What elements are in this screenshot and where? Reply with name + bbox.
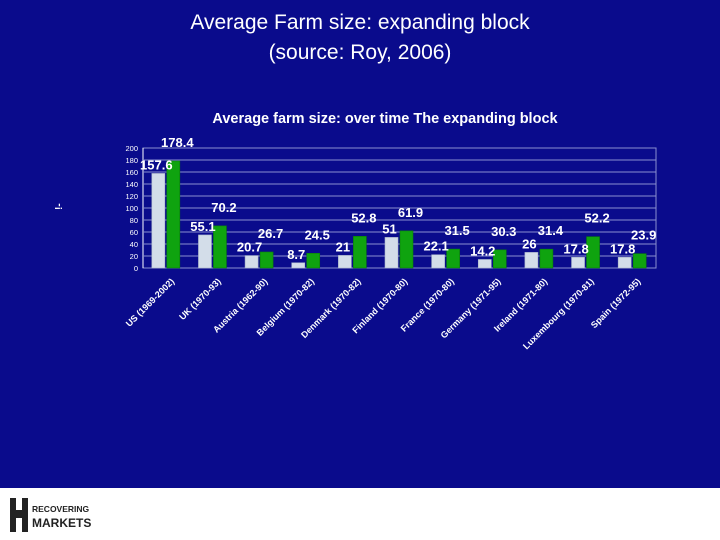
x-tick-label: US (1969-2002) — [124, 276, 176, 328]
bar-series-1 — [151, 173, 166, 269]
y-tick-label: 0 — [134, 264, 138, 273]
data-label: 70.2 — [211, 200, 236, 215]
bar-series-1 — [431, 254, 445, 269]
slide-title-line1: Average Farm size: expanding block — [190, 11, 530, 34]
data-label: 21 — [336, 239, 350, 254]
data-label: 14.2 — [470, 243, 495, 258]
data-label: 20.7 — [237, 240, 262, 255]
data-label: 51 — [382, 221, 396, 236]
y-tick-label: 40 — [130, 240, 138, 249]
y-tick-label: 100 — [125, 204, 138, 213]
bar-series-1 — [571, 257, 585, 269]
bar-series-2 — [166, 160, 181, 269]
data-label: 55.1 — [190, 219, 215, 234]
y-tick-label: 120 — [125, 192, 138, 201]
bar-chart: Average farm size: over time The expandi… — [54, 111, 657, 351]
data-label: 157.6 — [140, 157, 173, 172]
data-label: 24.5 — [305, 227, 330, 242]
bar-series-1 — [291, 262, 306, 269]
bar-series-2 — [539, 248, 554, 269]
data-label: 26.7 — [258, 226, 283, 241]
data-label: 52.8 — [351, 210, 376, 225]
data-label: 22.1 — [423, 239, 448, 254]
bar-series-1 — [524, 252, 539, 269]
data-label: 61.9 — [398, 205, 423, 220]
data-label: 30.3 — [491, 224, 516, 239]
y-tick-label: 200 — [125, 144, 138, 153]
x-tick-label: UK (1970-93) — [177, 276, 223, 322]
data-label: 23.9 — [631, 228, 656, 243]
bar-series-2 — [632, 253, 647, 269]
logo-mark-icon — [10, 498, 28, 532]
data-label: 178.4 — [161, 135, 194, 150]
bar-series-2 — [586, 236, 600, 269]
bar-series-1 — [477, 259, 492, 269]
data-label: 52.2 — [584, 211, 609, 226]
bar-series-2 — [306, 253, 321, 269]
bar-series-2 — [213, 225, 227, 269]
bar-series-2 — [259, 251, 274, 269]
data-label: 26 — [522, 236, 536, 251]
data-label: 8.7 — [287, 247, 305, 262]
y-tick-label: 20 — [130, 252, 138, 261]
bar-series-2 — [353, 236, 367, 269]
bar-series-1 — [198, 234, 212, 269]
bar-series-2 — [446, 248, 460, 269]
data-label: 31.4 — [538, 223, 564, 238]
slide-title-line2: (source: Roy, 2006) — [268, 41, 452, 64]
y-tick-label: 180 — [125, 156, 138, 165]
y-axis-mark: !- — [54, 203, 65, 210]
bar-series-2 — [399, 230, 414, 269]
y-tick-label: 80 — [130, 216, 138, 225]
data-label: 17.8 — [610, 241, 635, 256]
logo-text-line1: RECOVERING — [32, 504, 90, 514]
data-label: 31.5 — [444, 223, 469, 238]
logo-text-line2: MARKETS — [32, 516, 91, 530]
y-tick-label: 160 — [125, 168, 138, 177]
data-label: 17.8 — [563, 241, 588, 256]
bar-series-1 — [338, 255, 352, 269]
slide-title: Average Farm size: expanding block (sour… — [0, 8, 720, 68]
y-tick-label: 140 — [125, 180, 138, 189]
bar-series-1 — [617, 257, 632, 269]
bar-series-2 — [492, 249, 507, 269]
chart-title: Average farm size: over time The expandi… — [212, 111, 558, 127]
x-tick-label: Spain (1972-95) — [589, 276, 643, 330]
bar-series-1 — [244, 255, 259, 269]
footer-band — [0, 488, 720, 540]
bar-series-1 — [384, 237, 399, 269]
recovering-markets-logo: RECOVERING MARKETS — [10, 498, 91, 532]
y-tick-label: 60 — [130, 228, 138, 237]
